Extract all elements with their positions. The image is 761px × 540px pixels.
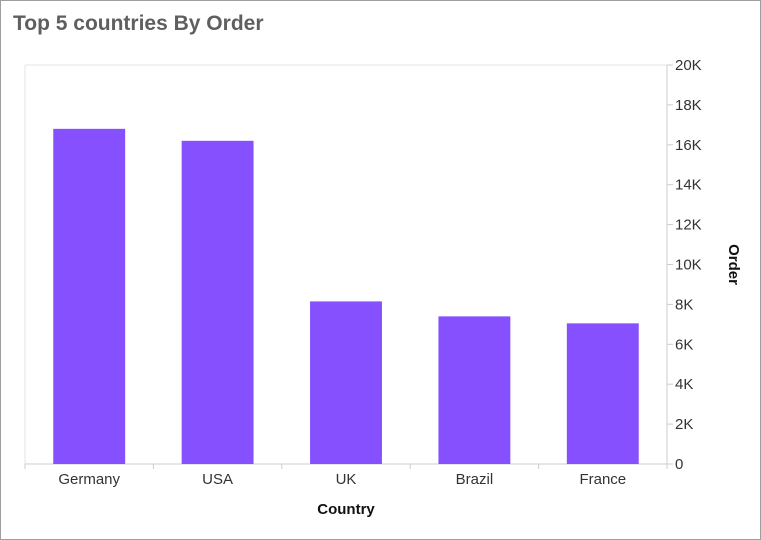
bar (566, 323, 639, 464)
y-tick-label: 18K (675, 97, 702, 114)
x-tick-label: USA (202, 471, 233, 488)
x-axis: Germany USA UK Brazil France (24, 464, 668, 488)
y-tick-label: 20K (675, 57, 702, 74)
x-tick-label: Brazil (456, 471, 494, 488)
y-axis: 0 2K 4K 6K 8K 10K 12K 14K 16K 18K 20K (667, 57, 702, 473)
y-axis-title: Order (725, 244, 742, 285)
x-tick-label: France (579, 471, 626, 488)
bar (310, 301, 382, 464)
x-tick-label: UK (336, 471, 357, 488)
y-tick-label: 0 (675, 456, 683, 473)
y-tick-label: 8K (675, 296, 693, 313)
y-tick-label: 6K (675, 336, 693, 353)
bar (181, 140, 254, 464)
y-tick-label: 14K (675, 177, 702, 194)
x-tick-label: Germany (58, 471, 120, 488)
y-tick-label: 4K (675, 376, 693, 393)
chart-title: Top 5 countries By Order (13, 12, 264, 35)
bar (53, 128, 126, 464)
y-tick-label: 16K (675, 137, 702, 154)
y-tick-label: 2K (675, 416, 693, 433)
bars-group (53, 128, 639, 464)
y-tick-label: 12K (675, 217, 702, 234)
x-axis-title: Country (317, 501, 375, 518)
bar (438, 316, 511, 464)
y-tick-label: 10K (675, 257, 702, 274)
